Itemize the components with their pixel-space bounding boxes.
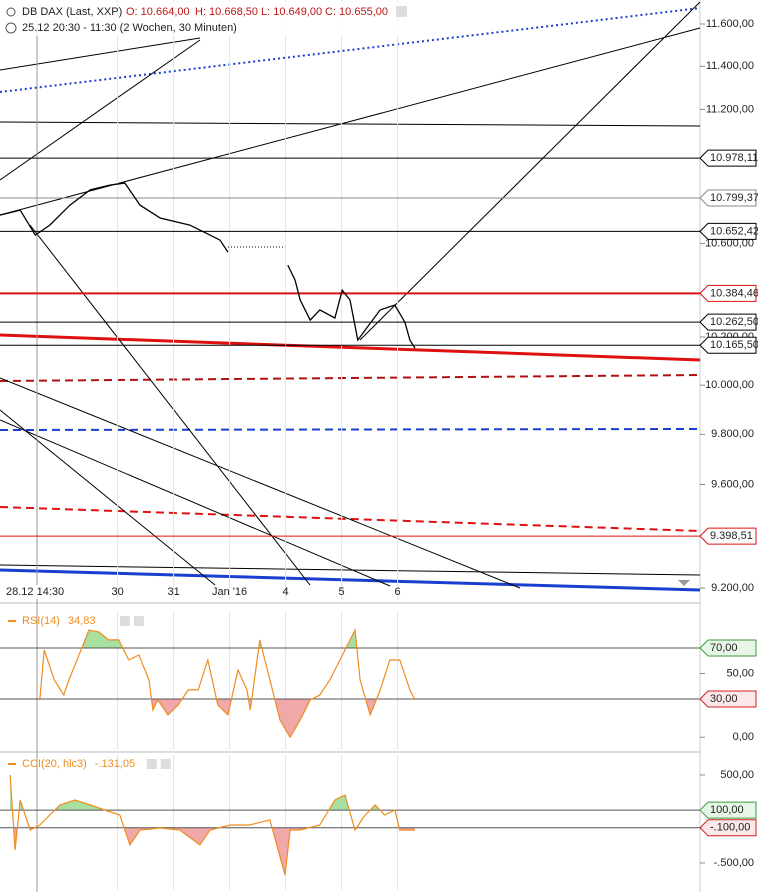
panel-icon xyxy=(160,759,171,769)
trend-line xyxy=(0,419,391,587)
level-box xyxy=(699,284,757,302)
ohlc-high: H: 10.668,50 xyxy=(195,6,258,18)
panel-icon xyxy=(133,616,144,626)
level-box xyxy=(699,313,757,331)
level-label: 10.384,46 xyxy=(710,287,758,299)
y-tick-label: 500,00 xyxy=(720,769,754,781)
ohlc-low: L: 10.649,00 xyxy=(261,6,322,18)
y-tick-label: 11.200,00 xyxy=(706,103,754,115)
crosshair-label: 28.12 14:30 xyxy=(6,586,64,598)
header-bg xyxy=(0,2,410,36)
indicator-line xyxy=(39,627,416,739)
level-box xyxy=(699,189,757,207)
level-label: 70,00 xyxy=(710,642,738,654)
level-label: -.100,00 xyxy=(710,822,750,834)
trend-line xyxy=(0,121,701,127)
level-box xyxy=(699,639,757,657)
y-tick-label: 0,00 xyxy=(733,731,754,743)
level-label: 10.799,37 xyxy=(710,192,758,204)
y-tick-label: 9.200,00 xyxy=(711,582,754,594)
level-label: 10.978,11 xyxy=(710,152,758,164)
ohlc-close: C: 10.655,00 xyxy=(325,6,388,18)
trend-line xyxy=(0,564,701,576)
zone-fill xyxy=(81,630,357,648)
trend-line xyxy=(0,37,201,71)
scroll-arrow[interactable] xyxy=(678,580,690,586)
level-label: 10.652,42 xyxy=(710,225,758,237)
y-tick-label: 50,00 xyxy=(726,667,754,679)
icon[interactable] xyxy=(6,7,16,17)
level-label: 10.262,50 xyxy=(710,316,758,328)
level-label: 30,00 xyxy=(710,693,738,705)
x-tick-label: 4 xyxy=(283,586,289,598)
indicator-name: RSI(14) xyxy=(22,615,60,627)
indicator-value: 34,83 xyxy=(68,615,96,627)
level-label: 9.398,51 xyxy=(710,530,753,542)
trend-line xyxy=(0,39,201,181)
y-tick-label: 10.000,00 xyxy=(705,379,754,391)
indicator-line xyxy=(9,774,415,876)
indicator-name: CCI(20, hlc3) xyxy=(22,758,87,770)
trend-line xyxy=(0,377,521,589)
trend-line xyxy=(0,409,216,586)
y-tick-label: 9.600,00 xyxy=(711,478,754,490)
ohlc-open: O: 10.664,00 xyxy=(126,6,190,18)
level-label: 10.165,50 xyxy=(710,339,758,351)
level-box xyxy=(699,336,757,354)
level-box xyxy=(699,222,757,240)
y-tick-label: 11.600,00 xyxy=(706,18,754,30)
level-box xyxy=(699,527,757,545)
trend-line xyxy=(29,224,311,586)
zone-fill xyxy=(39,698,415,738)
level-box xyxy=(699,819,757,837)
indicator-value: -.131,05 xyxy=(95,758,135,770)
y-tick-label: 10.600,00 xyxy=(705,237,754,249)
level-box xyxy=(699,149,757,167)
x-tick-label: Jan '16 xyxy=(212,586,247,598)
settings-icon[interactable] xyxy=(396,6,407,17)
x-tick-label: 5 xyxy=(339,586,345,598)
level-box xyxy=(699,690,757,708)
trend-line xyxy=(0,568,701,592)
header-subtitle: 25.12 20:30 - 11:30 (2 Wochen, 30 Minute… xyxy=(22,22,237,34)
trend-line xyxy=(0,333,701,362)
y-tick-label: 9.800,00 xyxy=(711,428,754,440)
panel-icon xyxy=(146,759,157,769)
x-tick-label: 6 xyxy=(395,586,401,598)
crosshair-label-bg xyxy=(2,585,68,599)
panel-icon xyxy=(119,616,130,626)
y-tick-label: 11.400,00 xyxy=(706,60,754,72)
level-label: 100,00 xyxy=(710,804,744,816)
level-box xyxy=(699,801,757,819)
zone-fill xyxy=(10,775,415,811)
drawings xyxy=(0,1,701,892)
y-tick-label: -.500,00 xyxy=(714,857,754,869)
header-title: DB DAX (Last, XXP) xyxy=(22,6,122,18)
price-line xyxy=(0,182,416,349)
x-tick-label: 31 xyxy=(167,586,179,598)
clock-icon xyxy=(5,22,17,34)
trend-line xyxy=(359,1,701,341)
x-tick-label: 30 xyxy=(111,586,123,598)
